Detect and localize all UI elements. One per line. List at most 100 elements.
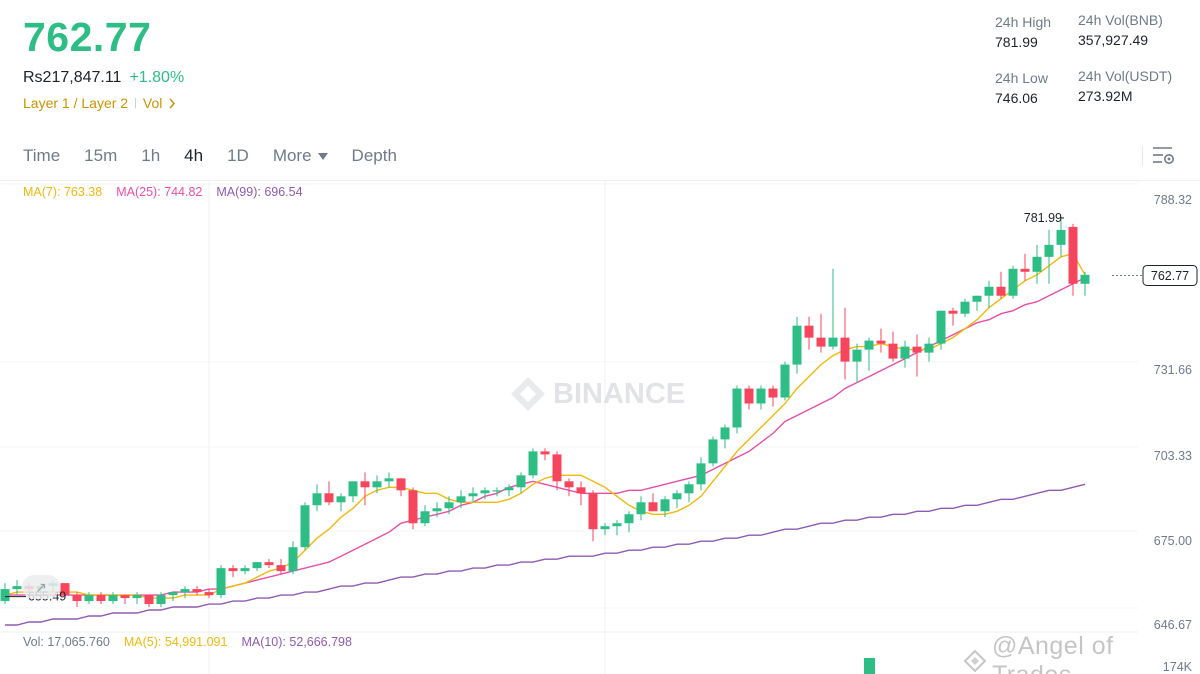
tab-time[interactable]: Time bbox=[23, 146, 61, 165]
layer-tag[interactable]: Layer 1 / Layer 2 bbox=[23, 95, 129, 111]
candle-up[interactable] bbox=[108, 595, 118, 602]
candle-up[interactable] bbox=[900, 346, 910, 359]
candle-down[interactable] bbox=[264, 562, 274, 566]
candle-down[interactable] bbox=[1068, 226, 1078, 284]
candle-down[interactable] bbox=[1020, 268, 1030, 272]
tab-depth[interactable]: Depth bbox=[351, 146, 397, 165]
candle-down[interactable] bbox=[228, 568, 238, 572]
candle-up[interactable] bbox=[1080, 274, 1090, 284]
candle-up[interactable] bbox=[984, 286, 994, 296]
chart-settings-icon[interactable] bbox=[1152, 145, 1176, 167]
candle-up[interactable] bbox=[1008, 268, 1018, 296]
candle-down[interactable] bbox=[768, 388, 778, 398]
candle-up[interactable] bbox=[156, 595, 166, 605]
candle-up[interactable] bbox=[180, 589, 190, 593]
candle-up[interactable] bbox=[732, 388, 742, 428]
candle-up[interactable] bbox=[84, 595, 94, 602]
tab-15m[interactable]: 15m bbox=[84, 146, 118, 165]
candle-down[interactable] bbox=[876, 340, 886, 344]
candle-up[interactable] bbox=[936, 310, 946, 344]
candle-up[interactable] bbox=[300, 505, 310, 548]
candle-down[interactable] bbox=[396, 478, 406, 491]
tab-4h[interactable]: 4h bbox=[184, 146, 204, 165]
candle-up[interactable] bbox=[528, 451, 538, 476]
candle-up[interactable] bbox=[600, 526, 610, 530]
candle-up[interactable] bbox=[864, 340, 874, 350]
candle-down[interactable] bbox=[60, 583, 70, 596]
candle-down[interactable] bbox=[192, 589, 202, 593]
tab-1d[interactable]: 1D bbox=[227, 146, 249, 165]
candle-up[interactable] bbox=[456, 496, 466, 503]
candle-up[interactable] bbox=[720, 427, 730, 440]
candle-up[interactable] bbox=[504, 487, 514, 491]
expand-widget[interactable]: ↗ bbox=[22, 575, 60, 599]
candle-up[interactable] bbox=[1044, 244, 1054, 257]
candle-up[interactable] bbox=[444, 502, 454, 509]
candle-up[interactable] bbox=[384, 478, 394, 482]
candle-up[interactable] bbox=[432, 508, 442, 512]
candle-up[interactable] bbox=[792, 325, 802, 365]
candle-up[interactable] bbox=[516, 475, 526, 488]
candle-down[interactable] bbox=[120, 595, 130, 599]
candle-down[interactable] bbox=[144, 595, 154, 605]
candle-up[interactable] bbox=[684, 484, 694, 494]
candle-up[interactable] bbox=[12, 586, 22, 590]
candle-up[interactable] bbox=[168, 592, 178, 596]
candle-up[interactable] bbox=[696, 463, 706, 485]
candle-down[interactable] bbox=[540, 451, 550, 455]
candle-up[interactable] bbox=[756, 388, 766, 404]
candle-down[interactable] bbox=[360, 481, 370, 488]
candle-up[interactable] bbox=[240, 568, 250, 572]
candle-down[interactable] bbox=[564, 481, 574, 488]
candle-down[interactable] bbox=[552, 454, 562, 482]
candle-down[interactable] bbox=[912, 346, 922, 353]
candle-up[interactable] bbox=[780, 364, 790, 398]
candle-up[interactable] bbox=[0, 589, 10, 602]
candle-up[interactable] bbox=[312, 493, 322, 506]
candle-up[interactable] bbox=[924, 343, 934, 353]
candle-up[interactable] bbox=[492, 490, 502, 492]
candle-down[interactable] bbox=[648, 502, 658, 512]
candle-up[interactable] bbox=[288, 547, 298, 572]
candle-down[interactable] bbox=[276, 565, 286, 572]
candle-up[interactable] bbox=[624, 514, 634, 524]
candle-down[interactable] bbox=[96, 595, 106, 602]
candle-up[interactable] bbox=[1056, 229, 1066, 245]
candle-up[interactable] bbox=[420, 511, 430, 524]
candle-up[interactable] bbox=[636, 502, 646, 515]
candle-up[interactable] bbox=[612, 523, 622, 527]
candle-down[interactable] bbox=[948, 310, 958, 314]
candle-up[interactable] bbox=[972, 295, 982, 302]
candle-down[interactable] bbox=[744, 388, 754, 404]
candle-up[interactable] bbox=[348, 481, 358, 497]
candle-down[interactable] bbox=[408, 490, 418, 524]
candlestick-chart[interactable]: BINANCE 788.32 731.66 703.33 675.00 646.67 174… bbox=[0, 180, 1200, 674]
chevron-right-icon[interactable] bbox=[168, 98, 176, 109]
candle-down[interactable] bbox=[804, 325, 814, 338]
candle-up[interactable] bbox=[216, 568, 226, 596]
candle-down[interactable] bbox=[204, 592, 214, 596]
candle-up[interactable] bbox=[336, 496, 346, 503]
candle-down[interactable] bbox=[72, 595, 82, 602]
candle-up[interactable] bbox=[468, 493, 478, 497]
vol-tag[interactable]: Vol bbox=[142, 95, 163, 111]
candle-up[interactable] bbox=[852, 349, 862, 362]
candle-up[interactable] bbox=[252, 562, 262, 569]
candle-down[interactable] bbox=[840, 337, 850, 362]
tab-1h[interactable]: 1h bbox=[141, 146, 161, 165]
candle-up[interactable] bbox=[828, 337, 838, 347]
candle-down[interactable] bbox=[816, 337, 826, 347]
candle-down[interactable] bbox=[588, 493, 598, 530]
candle-down[interactable] bbox=[324, 493, 334, 503]
candle-up[interactable] bbox=[372, 481, 382, 488]
candle-up[interactable] bbox=[660, 499, 670, 512]
candle-down[interactable] bbox=[996, 286, 1006, 296]
candle-up[interactable] bbox=[672, 493, 682, 500]
more-dropdown[interactable]: More bbox=[273, 146, 328, 166]
candle-down[interactable] bbox=[888, 343, 898, 359]
candle-up[interactable] bbox=[960, 301, 970, 314]
candle-up[interactable] bbox=[480, 490, 490, 494]
candle-up[interactable] bbox=[1032, 256, 1042, 272]
candle-up[interactable] bbox=[708, 439, 718, 464]
candle-up[interactable] bbox=[132, 595, 142, 599]
